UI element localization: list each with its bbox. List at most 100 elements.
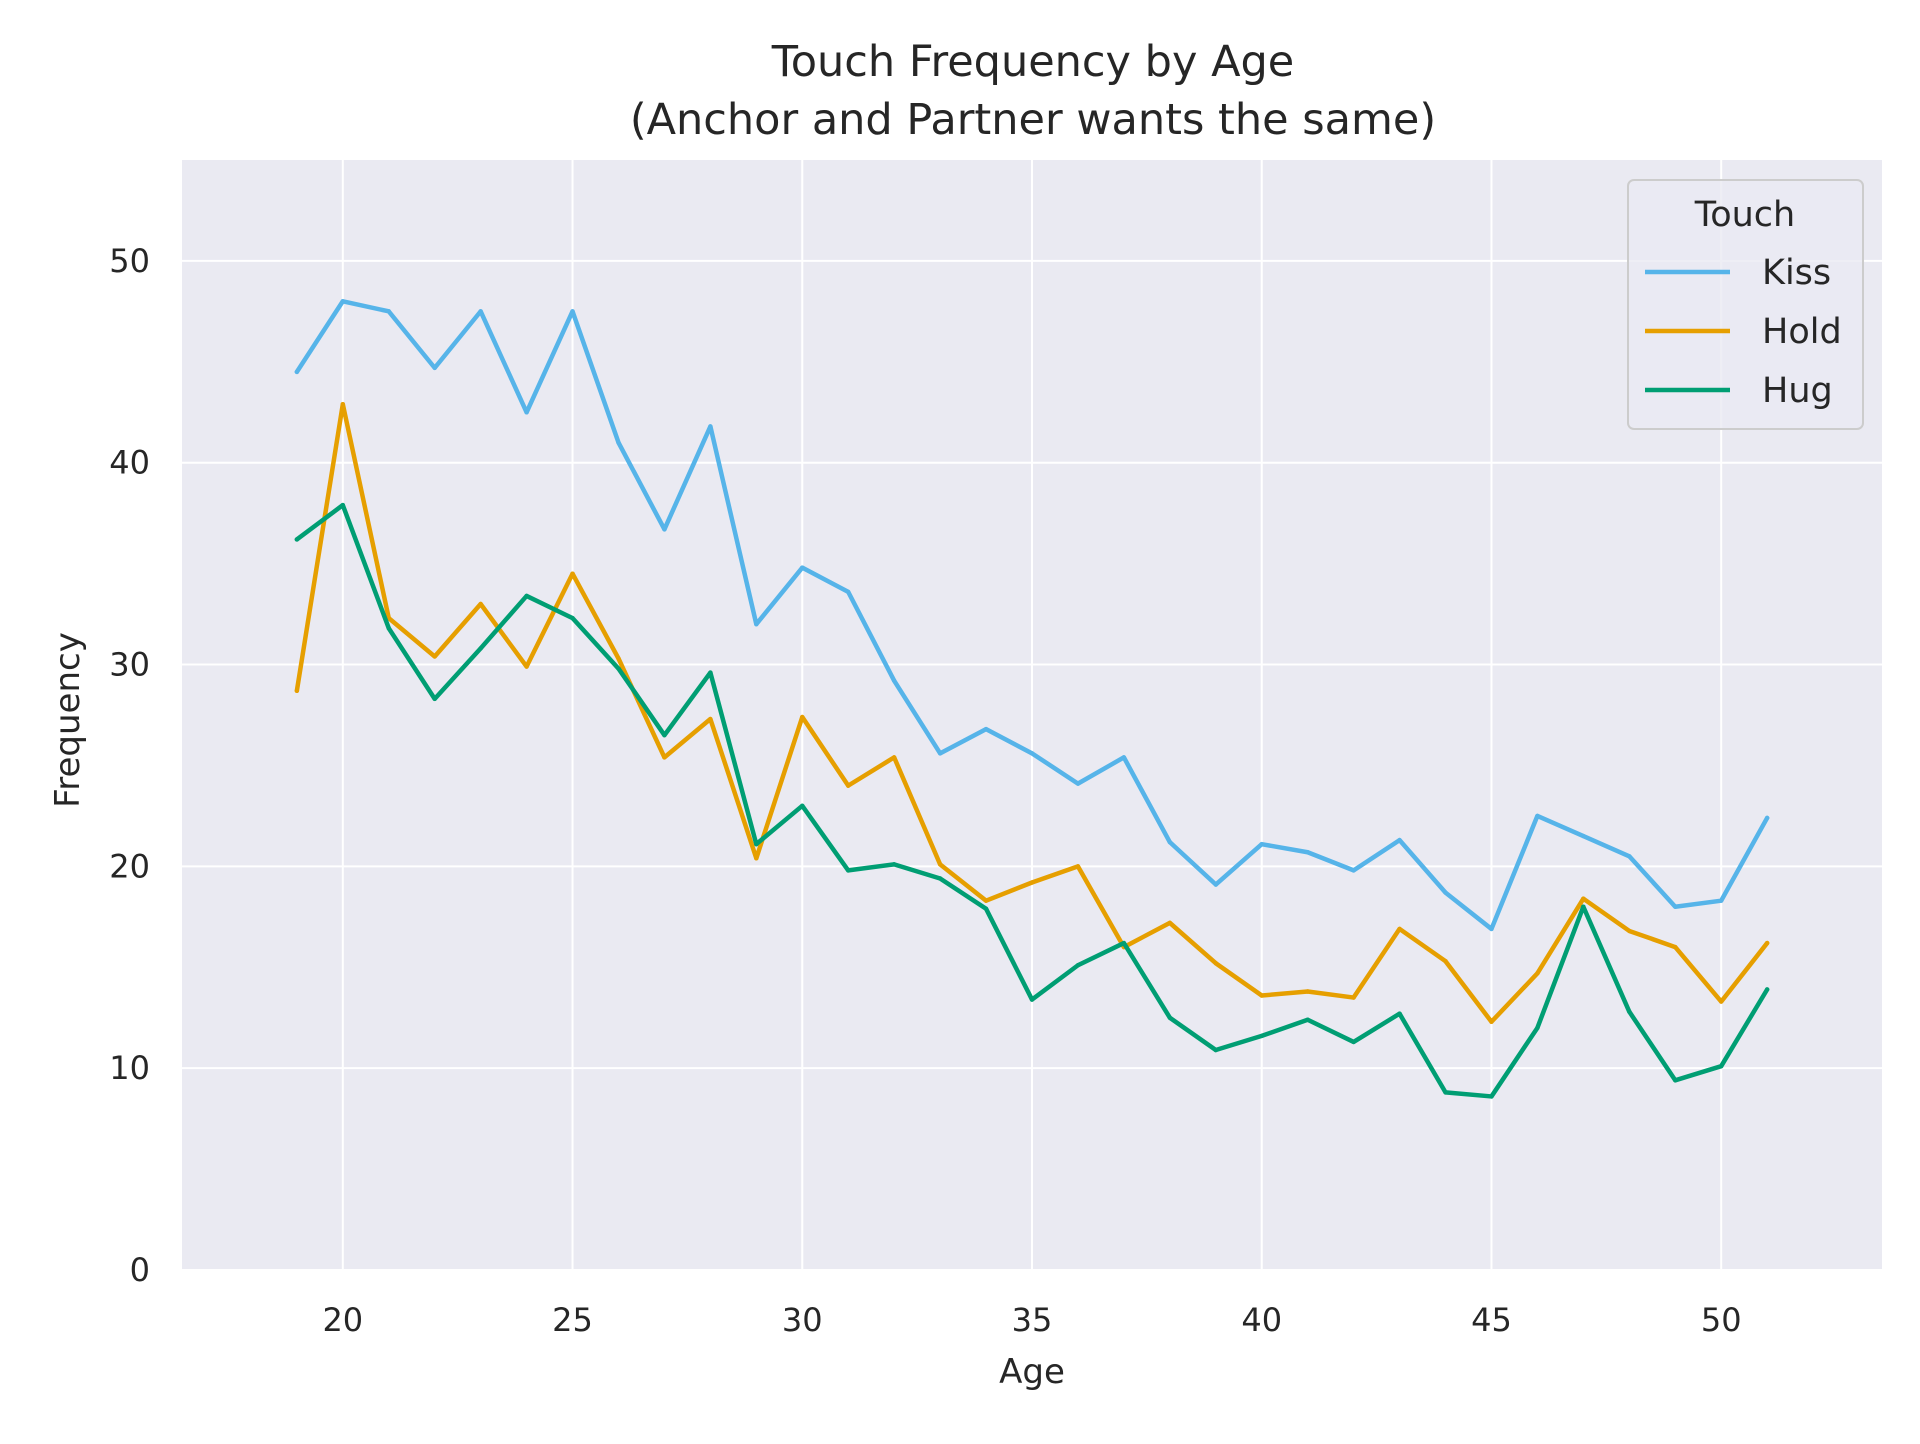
data-point-hold: [891, 755, 897, 760]
data-point-hold: [1718, 999, 1724, 1004]
data-point-kiss: [891, 678, 897, 683]
data-point-kiss: [1443, 890, 1448, 895]
data-point-hug: [616, 666, 621, 671]
data-point-hold: [1075, 864, 1081, 869]
data-point-hug: [1489, 1094, 1494, 1099]
data-point-kiss: [1627, 854, 1632, 859]
data-point-hug: [524, 593, 529, 599]
x-tick-label: 30: [782, 1301, 823, 1339]
x-axis-label: Age: [999, 1352, 1065, 1392]
x-tick-label: 25: [552, 1301, 593, 1339]
data-point-hold: [937, 862, 943, 867]
data-point-hold: [1535, 971, 1540, 976]
data-point-hug: [1581, 904, 1586, 909]
data-point-kiss: [846, 589, 851, 595]
data-point-hold: [662, 755, 667, 760]
x-tick-label: 40: [1241, 1301, 1282, 1339]
data-point-hug: [983, 906, 989, 911]
x-tick-label: 50: [1701, 1301, 1742, 1339]
data-point-kiss: [937, 751, 943, 756]
data-point-hug: [1167, 1015, 1173, 1020]
data-point-kiss: [1673, 904, 1678, 909]
data-point-kiss: [478, 309, 483, 314]
legend-label-kiss: Kiss: [1762, 253, 1831, 293]
data-point-hug: [1121, 940, 1127, 946]
data-point-kiss: [1718, 898, 1724, 903]
chart-subtitle: (Anchor and Partner wants the same): [630, 95, 1436, 145]
data-point-kiss: [1535, 813, 1540, 819]
data-point-kiss: [1764, 815, 1770, 821]
data-point-hug: [1443, 1090, 1448, 1095]
chart-title: Touch Frequency by Age: [771, 37, 1294, 87]
data-point-hold: [570, 571, 575, 576]
data-point-kiss: [432, 365, 437, 371]
y-axis-label: Frequency: [48, 632, 88, 808]
legend-frame: [1627, 179, 1864, 430]
data-point-kiss: [1075, 781, 1081, 786]
y-tick-label: 20: [109, 847, 150, 885]
data-point-hold: [1029, 880, 1035, 885]
data-point-hold: [524, 664, 529, 669]
data-point-kiss: [616, 440, 621, 445]
data-point-hug: [1397, 1011, 1402, 1016]
data-point-hug: [1351, 1039, 1356, 1045]
data-point-kiss: [1305, 850, 1310, 855]
data-point-hold: [708, 716, 713, 722]
data-point-hold: [1764, 940, 1770, 946]
data-point-hold: [1351, 995, 1356, 1000]
data-point-hug: [386, 626, 391, 631]
data-point-kiss: [386, 309, 391, 314]
data-point-kiss: [1029, 751, 1035, 756]
x-tick-label: 45: [1471, 1301, 1512, 1339]
legend-label-hold: Hold: [1762, 312, 1842, 352]
data-point-hug: [708, 670, 713, 675]
data-point-hug: [937, 876, 943, 881]
data-point-hold: [294, 688, 300, 693]
legend-label-hug: Hug: [1762, 371, 1833, 411]
data-point-hold: [800, 714, 805, 720]
data-point-hold: [1581, 896, 1586, 901]
data-point-hold: [616, 656, 621, 661]
data-point-hug: [1029, 997, 1035, 1002]
data-point-kiss: [524, 410, 529, 415]
data-point-hug: [891, 862, 897, 867]
data-point-hug: [570, 615, 575, 621]
y-tick-label: 50: [109, 242, 150, 280]
data-point-hold: [1489, 1019, 1494, 1024]
y-tick-labels: 0 10 20 30 40 50: [109, 242, 150, 1289]
data-point-hug: [1764, 987, 1770, 992]
data-point-kiss: [1397, 837, 1402, 843]
data-point-hold: [754, 856, 759, 861]
data-point-kiss: [294, 369, 300, 375]
data-point-hug: [754, 841, 759, 847]
data-point-hug: [432, 696, 437, 702]
data-point-kiss: [1581, 833, 1586, 839]
y-tick-label: 0: [130, 1251, 150, 1289]
data-point-hug: [800, 803, 805, 809]
series-lines: [294, 299, 1770, 1099]
x-tick-label: 35: [1012, 1301, 1053, 1339]
data-point-hug: [1259, 1033, 1264, 1039]
data-point-kiss: [800, 565, 805, 570]
data-point-kiss: [754, 621, 759, 627]
x-tick-labels: 20 25 30 35 40 45 50: [322, 1301, 1741, 1339]
y-tick-label: 40: [109, 444, 150, 482]
data-point-kiss: [662, 527, 667, 532]
data-point-hold: [1167, 920, 1173, 926]
data-point-hold: [1673, 944, 1678, 950]
data-point-kiss: [708, 424, 713, 429]
legend-title: Touch: [1694, 195, 1795, 235]
data-point-hold: [478, 601, 483, 607]
data-point-hug: [662, 732, 667, 738]
data-point-hold: [1443, 959, 1448, 964]
y-tick-label: 10: [109, 1049, 150, 1087]
data-point-hold: [1259, 993, 1264, 998]
data-point-kiss: [340, 299, 346, 304]
data-point-kiss: [1351, 868, 1356, 873]
data-point-hold: [432, 654, 437, 659]
data-point-kiss: [1259, 841, 1264, 847]
data-point-kiss: [1213, 882, 1218, 887]
data-point-hug: [1718, 1063, 1724, 1069]
